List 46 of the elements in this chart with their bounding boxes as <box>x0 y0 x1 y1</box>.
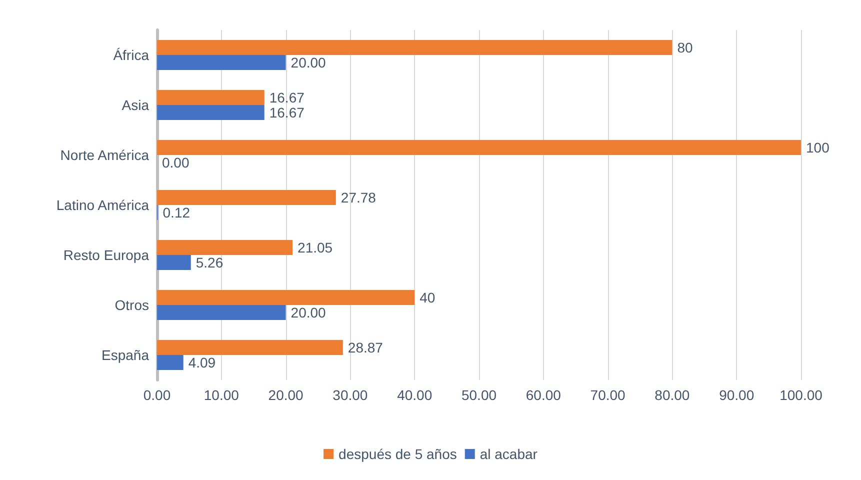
bar <box>157 255 191 270</box>
x-tick-label: 70.00 <box>590 387 626 403</box>
x-tick-label: 0.00 <box>143 387 171 403</box>
y-tick-label: España <box>102 347 150 363</box>
x-tick-label: 40.00 <box>397 387 432 403</box>
bar <box>157 90 264 105</box>
x-tick-label: 30.00 <box>332 387 368 403</box>
bar <box>157 240 293 255</box>
bar <box>157 290 415 305</box>
bar <box>157 40 672 55</box>
data-label: 100 <box>806 140 830 156</box>
bar <box>157 190 336 205</box>
data-label: 28.87 <box>348 340 384 356</box>
data-label: 0.00 <box>162 154 190 170</box>
data-label: 0.12 <box>162 204 190 220</box>
y-tick-label: Otros <box>114 297 149 313</box>
data-label: 20.00 <box>290 54 326 70</box>
data-label: 5.26 <box>196 254 224 270</box>
y-tick-label: África <box>113 47 150 63</box>
x-tick-label: 80.00 <box>654 387 690 403</box>
bar <box>157 140 801 155</box>
y-tick-label: Resto Europa <box>63 247 150 263</box>
x-tick-label: 10.00 <box>204 387 240 403</box>
data-label: 21.05 <box>298 240 333 256</box>
data-label: 80 <box>677 40 693 56</box>
bar <box>157 340 343 355</box>
legend-label: al acabar <box>480 446 538 462</box>
x-tick-label: 20.00 <box>268 387 304 403</box>
data-label: 27.78 <box>340 190 376 206</box>
legend-label: después de 5 años <box>338 446 457 462</box>
bar <box>157 105 264 120</box>
bar <box>157 305 286 320</box>
x-tick-label: 100.00 <box>780 387 823 403</box>
data-label: 40 <box>420 290 436 306</box>
y-tick-label: Norte América <box>60 147 150 163</box>
y-tick-label: Asia <box>122 97 150 113</box>
x-tick-label: 50.00 <box>461 387 497 403</box>
data-label: 16.67 <box>269 90 305 106</box>
data-label: 20.00 <box>290 304 326 320</box>
data-label: 4.09 <box>188 354 216 370</box>
y-tick-label: Latino América <box>56 197 150 213</box>
data-label: 16.67 <box>269 104 305 120</box>
bar <box>157 55 286 70</box>
x-tick-label: 90.00 <box>719 387 754 403</box>
bar <box>157 355 184 370</box>
x-tick-label: 60.00 <box>526 387 562 403</box>
